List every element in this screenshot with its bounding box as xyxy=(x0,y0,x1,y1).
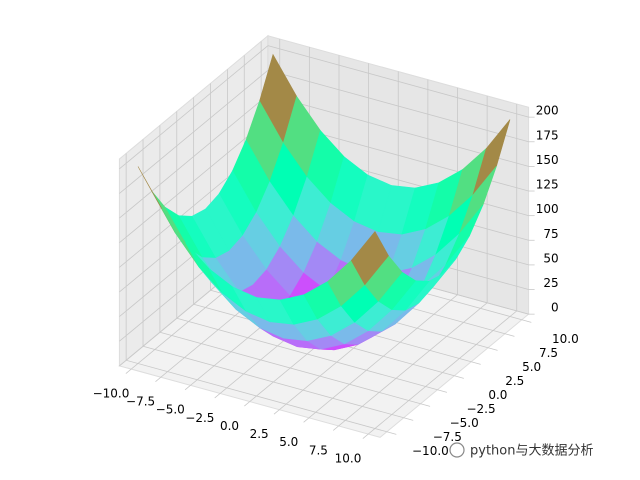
watermark: python与大数据分析 xyxy=(449,442,593,459)
grid-line xyxy=(119,45,269,170)
tick-mark xyxy=(332,425,339,431)
z-tick-label: 50 xyxy=(543,251,558,265)
tick-mark xyxy=(362,433,369,439)
z-tick-label: 150 xyxy=(536,153,559,167)
y-tick-label: −10.0 xyxy=(412,444,449,458)
grid-line xyxy=(126,359,387,433)
z-tick-label: 0 xyxy=(551,301,559,315)
tick-mark xyxy=(125,368,132,374)
grid-line xyxy=(142,345,404,419)
tick-mark xyxy=(521,319,532,323)
tick-mark xyxy=(155,376,162,383)
x-tick-label: −10.0 xyxy=(93,386,130,400)
tick-mark xyxy=(303,417,310,423)
grid-line xyxy=(267,69,529,143)
x-tick-label: 0.0 xyxy=(220,419,239,433)
tick-mark xyxy=(437,389,448,393)
tick-mark xyxy=(504,333,515,337)
grid-line xyxy=(119,94,269,219)
surface-patch xyxy=(350,230,389,286)
grid-line xyxy=(119,69,269,194)
y-tick-label: −5.0 xyxy=(450,416,479,430)
tick-mark xyxy=(454,375,464,379)
tick-mark xyxy=(273,409,280,415)
tick-mark xyxy=(487,347,498,351)
x-tick-label: 5.0 xyxy=(279,435,298,449)
z-tick-label: 75 xyxy=(543,227,558,241)
y-tick-label: −2.5 xyxy=(466,402,495,416)
z-tick-label: 125 xyxy=(536,178,559,192)
tick-mark xyxy=(214,393,221,399)
y-tick-label: −7.5 xyxy=(433,430,462,444)
y-tick-label: 7.5 xyxy=(539,346,558,360)
x-tick-label: 2.5 xyxy=(250,427,269,441)
z-tick-label: 175 xyxy=(536,128,559,142)
y-tick-label: 5.0 xyxy=(522,360,541,374)
grid-line xyxy=(119,119,269,244)
x-tick-label: −5.0 xyxy=(156,403,185,417)
x-tick-label: −7.5 xyxy=(126,395,155,409)
tick-mark xyxy=(403,417,414,421)
z-tick-label: 200 xyxy=(536,104,559,118)
watermark-icon xyxy=(449,442,465,458)
watermark-text: python与大数据分析 xyxy=(470,444,593,459)
tick-mark xyxy=(420,403,431,407)
grid-line xyxy=(267,45,529,118)
x-tick-label: −2.5 xyxy=(185,411,214,425)
y-tick-label: 0.0 xyxy=(488,388,507,402)
grid-line xyxy=(159,331,421,405)
tick-mark xyxy=(244,401,251,407)
tick-mark xyxy=(471,361,481,365)
y-tick-label: 10.0 xyxy=(552,332,579,346)
tick-mark xyxy=(184,385,191,391)
x-tick-label: 10.0 xyxy=(335,451,362,465)
z-tick-label: 100 xyxy=(536,202,559,216)
grid-line xyxy=(176,317,438,391)
tick-mark xyxy=(386,431,397,435)
z-tick-label: 25 xyxy=(543,276,558,290)
x-tick-label: 7.5 xyxy=(309,443,328,457)
y-tick-label: 2.5 xyxy=(505,374,524,388)
